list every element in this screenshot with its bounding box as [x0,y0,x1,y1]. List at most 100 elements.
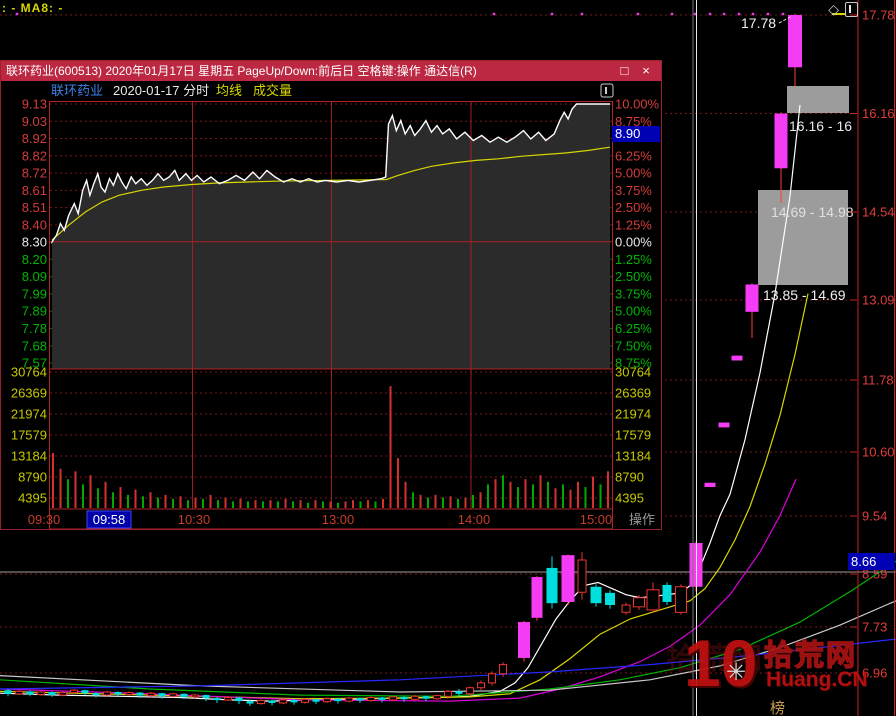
popup-price-label: 7.89 [22,304,47,319]
time-axis-label[interactable]: 09:30 [28,512,61,527]
popup-header: 联环药业 2020-01-17 分时 均线 成交量 [51,83,614,98]
popup-volume-scale-right: 26369 [615,386,651,401]
price-callout: 17.78 [741,15,793,31]
ma-indicator-text: : - MA8: - [2,1,64,15]
range-box-label: 14.69 - 14.98 [771,204,854,220]
popup-percent-label: 10.00% [615,97,660,112]
range-box-label: 13.85 - 14.69 [763,287,846,303]
popup-volume-scale-right: 30764 [615,365,651,380]
popup-price-label: 8.82 [22,148,47,163]
popup-frame [49,101,613,529]
popup-price-label: 7.68 [22,338,47,353]
minute-chart-popup[interactable]: 联环药业(600513) 2020年01月17日 星期五 PageUp/Down… [0,60,662,530]
daily-axis-label: 17.78 [862,8,895,23]
popup-right-labels: 10.00% 8.75% 6.25% 5.00% 3.75% 2.50% 1.25% 0.00… [615,97,660,371]
time-axis-label[interactable]: 09:58 [93,512,126,527]
popup-price-label: 9.03 [22,114,47,129]
popup-percent-label: 2.50% [615,200,652,215]
popup-price-label: 8.72 [22,166,47,181]
popup-volume-scale-left: 26369 [11,386,47,401]
popup-volume-scale-left: 17579 [11,428,47,443]
time-axis-label[interactable]: 14:00 [458,512,491,527]
popup-price-label: 7.99 [22,286,47,301]
popup-price-label: 8.61 [22,183,47,198]
popup-volume-scale-right: 13184 [615,449,651,464]
time-axis-label[interactable]: 15:00 [580,512,613,527]
daily-axis-label: 9.54 [862,509,887,524]
daily-axis-label: 13.09 [862,293,895,308]
popup-percent-label: 3.75% [615,183,652,198]
popup-time-axis: 09:30 09:58 10:30 13:00 14:00 15:00 操作 [28,510,655,529]
daily-axis-label: 16.16 [862,106,895,121]
popup-volume-scale-left: 21974 [11,407,47,422]
daily-axis-label: 7.73 [862,620,887,635]
daily-axis-label: 14.54 [862,205,895,220]
popup-price-label: 8.20 [22,252,47,267]
current-price-tag: 8.90 [612,126,660,142]
maximize-button[interactable]: □ [620,63,629,78]
popup-percent-label: 6.25% [615,321,652,336]
popup-percent-label: 5.00% [615,166,652,181]
close-button[interactable]: × [642,63,650,78]
popup-price-label: 8.09 [22,269,47,284]
diamond-icon[interactable]: ◇ [828,1,839,17]
ma-gray-line [0,600,896,693]
popup-price-label: 8.92 [22,131,47,146]
popup-volume-scale-left: 13184 [11,449,47,464]
daily-axis-label: 10.60 [862,445,895,460]
popup-price-label: 7.78 [22,321,47,336]
minute-volume-bars [52,386,609,508]
page-icon[interactable] [845,2,858,17]
popup-volume-scale-right: 8790 [615,470,644,485]
popup-volume-scale-left: 4395 [18,491,47,506]
crosshair-price-tag: 8.66 [848,553,895,570]
popup-price-label: 9.13 [22,97,47,112]
popup-volume-labels: 30764 30764 26369 26369 21974 21974 17579 17579… [11,365,651,506]
highlighted-time-box[interactable] [86,510,132,529]
time-axis-label[interactable]: 10:30 [178,512,211,527]
popup-left-labels: 9.13 9.03 8.92 8.82 8.72 8.61 8.51 8.40 8.30 8.20… [22,97,47,371]
time-axis-label[interactable]: 13:00 [322,512,355,527]
popup-price-label: 8.30 [22,235,47,250]
daily-price-axis: 17.78 16.16 14.54 13.09 11.78 10.60 9.54 8.59 7.… [850,0,895,716]
daily-axis-label: 6.96 [862,666,887,681]
popup-percent-label: 8.75% [615,114,652,129]
ma-green-line [0,560,896,697]
action-label[interactable]: 操作 [629,512,655,527]
popup-mini-page-icon[interactable] [600,83,614,98]
popup-volume-scale-left: 30764 [11,365,47,380]
minute-price-line [51,103,610,245]
popup-percent-label: 7.50% [615,338,652,353]
popup-percent-label: 1.25% [615,217,652,232]
range-box-label: 16.16 - 16 [789,118,852,134]
popup-percent-label: 6.25% [615,148,652,163]
popup-percent-label: 0.00% [615,235,652,250]
popup-volume-scale-left: 8790 [18,470,47,485]
popup-percent-label: 8.75% [615,356,652,371]
ma-blue-line [0,638,896,690]
popup-volume-scale-right: 21974 [615,407,651,422]
popup-price-label: 8.40 [22,217,47,232]
popup-percent-label: 2.50% [615,269,652,284]
ma-yellow-line [0,293,809,700]
daily-range-boxes: 16.16 - 16 14.69 - 14.98 13.85 - 14.69 [758,86,854,303]
popup-title-bar[interactable]: 联环药业(600513) 2020年01月17日 星期五 PageUp/Down… [1,61,661,81]
daily-axis-label: 8.59 [862,567,887,582]
popup-volume-scale-right: 17579 [615,428,651,443]
popup-title: 联环药业(600513) 2020年01月17日 星期五 PageUp/Down… [6,64,477,78]
minute-chart-canvas: 联环药业 2020-01-17 分时 均线 成交量 9.13 9.03 8.92 8.82 8.… [11,83,660,529]
popup-price-label: 7.57 [22,356,47,371]
popup-stock-name: 联环药业 [51,83,103,98]
popup-volume-scale-right: 4395 [615,491,644,506]
daily-axis-label: 11.78 [862,373,894,388]
popup-percent-label: 1.25% [615,252,652,267]
callout-price-label: 17.78 [741,15,776,31]
popup-ma-label: 均线 [216,83,242,98]
popup-date-mode: 2020-01-17 分时 [113,83,209,98]
top-dotted-ma [15,12,845,16]
popup-percent-label: 5.00% [615,304,652,319]
popup-percent-label: 3.75% [615,286,652,301]
popup-price-label: 8.51 [22,200,47,215]
